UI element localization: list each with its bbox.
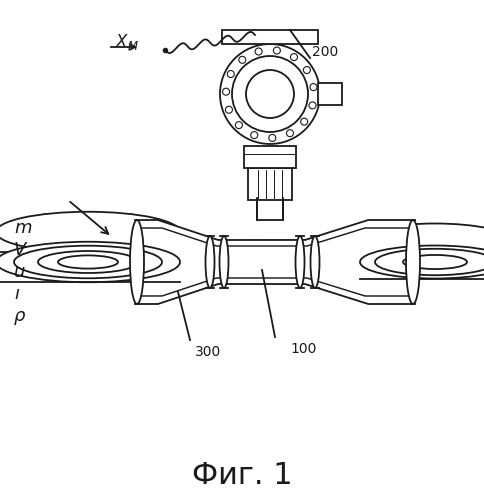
Circle shape [223,88,229,95]
Ellipse shape [403,255,467,269]
Ellipse shape [311,236,319,288]
Ellipse shape [296,236,304,288]
Ellipse shape [220,236,228,288]
Bar [318,83,342,105]
Circle shape [251,132,258,138]
Circle shape [235,122,242,128]
Ellipse shape [360,224,484,256]
Circle shape [227,70,234,78]
Text: ρ: ρ [14,307,25,325]
Polygon shape [135,220,415,304]
Text: V: V [14,241,26,259]
Circle shape [290,54,298,60]
Text: u: u [14,263,25,281]
Ellipse shape [0,242,180,282]
Text: Фиг. 1: Фиг. 1 [192,460,292,490]
Circle shape [255,48,262,55]
Circle shape [310,84,317,90]
Ellipse shape [0,212,180,252]
Circle shape [303,66,310,73]
Text: m: m [14,219,31,237]
Text: 300: 300 [195,345,221,359]
Circle shape [226,106,232,114]
Circle shape [232,56,308,132]
Circle shape [301,118,308,125]
Text: $X_{M}$: $X_{M}$ [115,32,139,52]
Circle shape [273,47,280,54]
Circle shape [287,130,293,136]
Bar [222,30,318,44]
Circle shape [239,56,246,64]
FancyBboxPatch shape [248,168,292,200]
Circle shape [269,134,276,141]
Circle shape [309,102,316,109]
Text: ı: ı [14,285,19,303]
Ellipse shape [130,220,144,304]
Bar [257,198,283,220]
Circle shape [246,70,294,118]
Ellipse shape [206,236,214,288]
Text: 200: 200 [312,45,338,59]
Ellipse shape [58,256,118,268]
Ellipse shape [406,220,420,304]
Text: 100: 100 [290,342,317,356]
Circle shape [220,44,320,144]
Bar [244,146,296,168]
Ellipse shape [360,246,484,278]
